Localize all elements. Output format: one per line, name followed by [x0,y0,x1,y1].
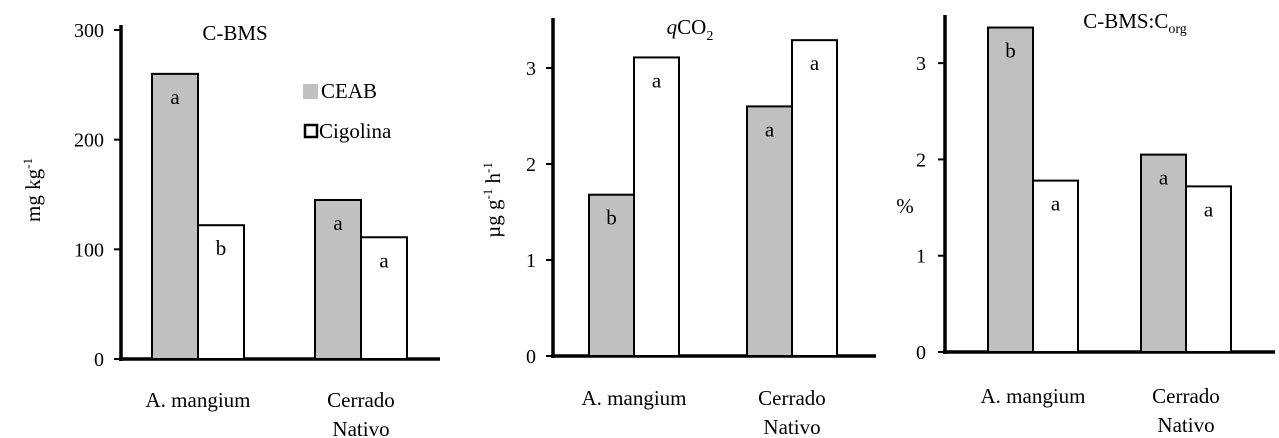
bar [314,198,362,360]
bar-label: a [1051,192,1061,216]
bar-label: a [652,68,662,92]
chart-panel-2: 0 1 2 3 b a a a A. mangium Cerrado Nativo [526,18,876,438]
y-axis-label-superscript: -1 [20,158,35,169]
x-category-label: Nativo [1157,413,1214,437]
x-category-label: A. mangium [981,384,1086,408]
y-axis-label-text: mg kg [21,168,45,222]
y-tick-label: 0 [916,342,926,364]
bar [791,39,838,357]
legend-swatch-cigolina [303,123,319,139]
y-tick-label: 1 [526,250,536,272]
chart-title: C-BMS [202,21,267,45]
bar-label: a [170,85,180,109]
bar-label: b [216,236,227,260]
y-tick-label: 2 [526,154,536,176]
y-axis-label: % [896,194,914,218]
x-category-label: Nativo [763,415,820,438]
x-category-label: Cerrado [327,388,395,412]
chart-panel-1: 0 100 200 300 a a b a A. mangium Cerrado Nativo [74,20,440,438]
chart-title: qCO2 [667,15,714,44]
bar-label: a [1159,166,1169,190]
bar [151,72,199,360]
bar-label: b [606,206,617,230]
chart-title-main: C-BMS:C [1083,9,1168,33]
y-tick-label: 200 [74,130,104,152]
y-axis-label-superscript: -1 [480,162,495,173]
bar [1185,185,1232,353]
y-axis-label-superscript: -1 [480,189,495,200]
bar-label: a [810,51,820,75]
x-category-label: A. mangium [582,386,687,410]
y-tick-label: 1 [916,246,926,268]
chart-title: C-BMS:Corg [1083,9,1187,37]
y-tick-label: 0 [94,349,104,371]
y-axis-label: µg g-1 h-1 [480,162,505,238]
y-axis-label-text: µg g [481,199,505,238]
y-tick-label: 2 [916,149,926,171]
x-category-label: Cerrado [1152,384,1220,408]
chart-title-subscript: 2 [706,29,713,44]
y-axis-label-text: h [481,172,505,188]
y-tick-label: 3 [526,58,536,80]
bar-label: a [765,117,775,141]
bar [746,105,793,358]
bar [197,224,245,360]
y-tick-label: 100 [74,239,104,261]
legend-label-ceab: CEAB [321,79,377,103]
y-tick-label: 0 [526,346,536,368]
bar-label: a [379,248,389,272]
bar [1032,179,1079,353]
bar [987,26,1034,353]
bar [633,56,680,357]
bar-label: b [1005,39,1016,63]
bar [588,193,635,357]
y-tick-label: 300 [74,20,104,42]
bar-label: a [1204,197,1214,221]
x-category-label: A. mangium [146,388,251,412]
y-tick-label: 3 [916,53,926,75]
y-axis-label: mg kg-1 [20,158,45,222]
x-category-label: Nativo [332,417,389,438]
x-category-label: Cerrado [758,386,826,410]
legend-swatch-ceab [303,84,318,99]
chart-title-italic: q [667,15,678,39]
chart-title-main: CO [677,15,706,39]
bar-label: a [333,211,343,235]
legend-label-cigolina: Cigolina [319,119,392,143]
chart-panel-3: 0 1 2 3 b a a a A. mangium Cerrado Nativo [916,15,1275,437]
legend: CEAB Cigolina [303,79,392,143]
chart-title-subscript: org [1168,22,1186,37]
bar [360,236,408,361]
